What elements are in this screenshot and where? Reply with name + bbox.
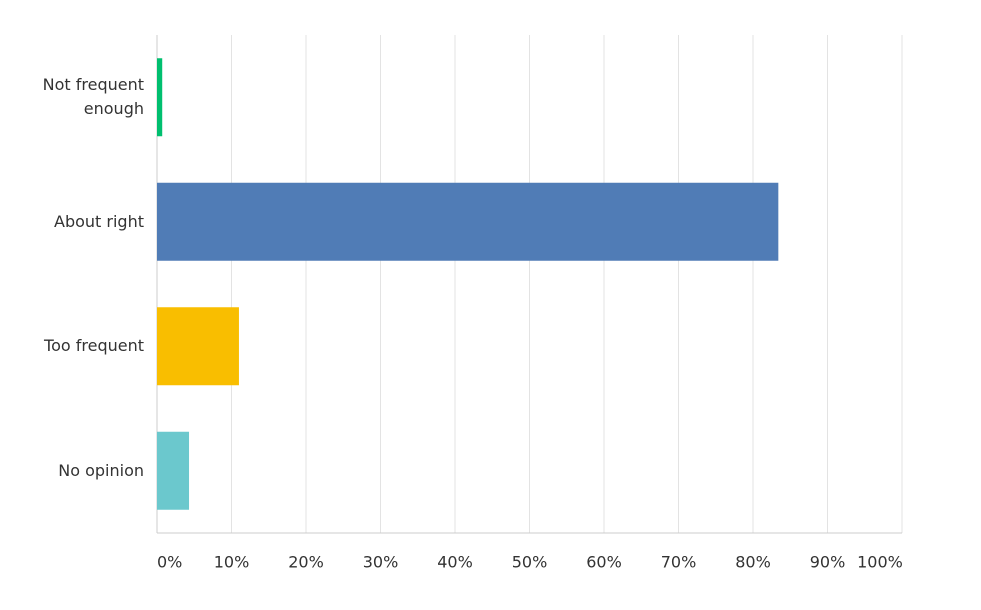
- y-tick-label: About right: [54, 211, 144, 231]
- x-tick-label: 30%: [363, 553, 399, 572]
- x-tick-label: 60%: [586, 553, 622, 572]
- x-tick-label: 90%: [810, 553, 846, 572]
- x-tick-label: 20%: [288, 553, 324, 572]
- bar: [157, 58, 163, 137]
- x-tick-label: 70%: [661, 553, 697, 572]
- x-tick-label: 10%: [214, 553, 250, 572]
- y-tick-label: No opinion: [58, 460, 144, 480]
- x-tick-label: 80%: [735, 553, 771, 572]
- bar: [157, 431, 190, 510]
- x-tick-label: 0%: [157, 553, 182, 572]
- y-tick-label: Not frequent enough: [42, 75, 144, 119]
- x-tick-label: 50%: [512, 553, 548, 572]
- bar: [157, 307, 239, 386]
- bar: [157, 182, 779, 261]
- y-tick-label: Too frequent: [44, 336, 144, 356]
- x-tick-label: 40%: [437, 553, 473, 572]
- x-tick-label: 100%: [857, 553, 903, 572]
